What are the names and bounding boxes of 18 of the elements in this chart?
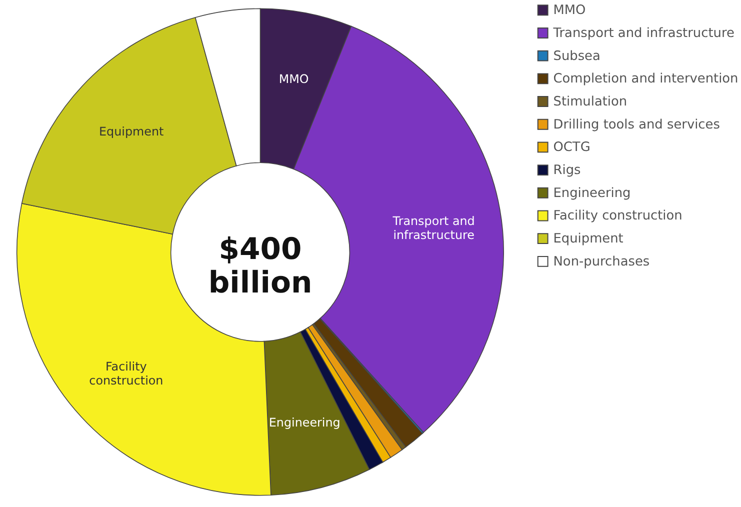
legend-label: OCTG <box>553 140 590 156</box>
data-label: Transport and infrastructure <box>392 214 475 242</box>
data-label: Facility construction <box>89 359 164 388</box>
legend-label: Equipment <box>553 232 624 247</box>
data-label: Equipment <box>99 124 164 139</box>
legend-label: Completion and intervention <box>553 72 738 87</box>
legend-label: Transport and infrastructure <box>552 26 734 41</box>
data-label: Engineering <box>268 416 340 430</box>
legend-label: Stimulation <box>553 94 628 110</box>
text: $400 billion <box>208 232 312 301</box>
legend-label: Engineering <box>553 186 631 201</box>
legend-label: Drilling tools and services <box>553 117 720 132</box>
legend-label: Subsea <box>553 48 600 64</box>
legend-label: Rigs <box>553 163 582 178</box>
data-label: MMO <box>278 72 309 86</box>
legend-label: MMO <box>553 3 586 18</box>
legend-label: Non-purchases <box>553 254 650 270</box>
legend-label: Facility construction <box>553 208 682 224</box>
